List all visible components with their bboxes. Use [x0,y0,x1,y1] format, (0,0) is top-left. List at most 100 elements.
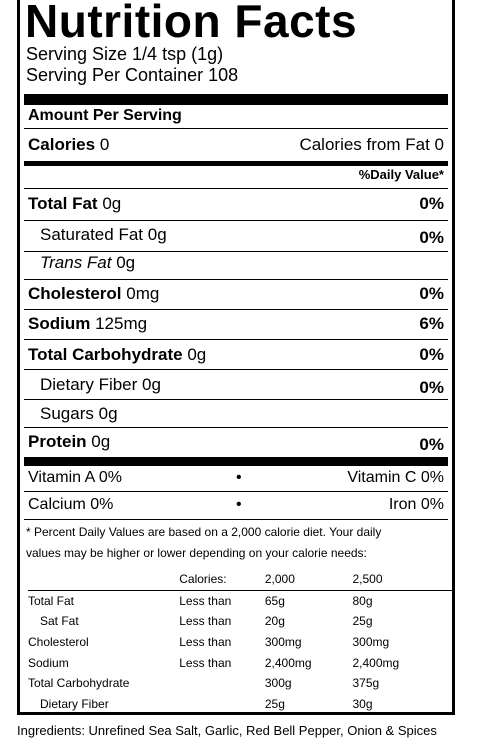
nutrient-row-trans-fat: Trans Fat 0g [24,249,448,279]
nutrient-name: Trans Fat [40,253,112,272]
nutrient-amount: 0mg [126,284,160,303]
vitamin-row-1: Vitamin A 0% • Vitamin C 0% [24,469,448,491]
table-cell: 80g [352,593,373,608]
nutrient-dv: 0% [419,194,444,213]
table-cell: 25g [352,614,373,629]
divider [24,188,448,189]
table-cell: Sodium [28,655,69,670]
iron: Iron 0% [388,496,444,513]
divider [24,427,448,428]
calories-label: Calories [28,135,96,154]
nutrient-row-sodium: Sodium 125mg 6% [24,310,448,340]
nutrition-label: Nutrition Facts Serving Size 1/4 tsp (1g… [17,0,455,715]
nutrient-dv: 0% [419,345,444,364]
divider [24,491,448,492]
table-cell: Sat Fat [40,614,79,629]
table-cell: 20g [264,614,285,629]
table-cell: 25g [264,696,285,711]
table-row: Cholesterol Less than 300mg 300mg [28,632,452,653]
nutrient-amount: 0g [147,225,167,244]
nutrient-row-total-fat: Total Fat 0g 0% [24,190,448,220]
nutrient-amount: 0g [187,345,207,364]
table-cell: Total Fat [28,593,75,608]
nutrient-amount: 0g [91,432,111,451]
calories-value: 0 [99,135,110,154]
table-cell: Less than [179,593,232,608]
nutrient-name: Cholesterol [28,284,122,303]
table-cell: Dietary Fiber [40,696,109,711]
table-cell: Cholesterol [28,635,89,650]
nutrient-dv: 0% [419,435,444,454]
nutrient-row-saturated-fat: Saturated Fat 0g 0% [24,221,448,251]
bullet: • [236,469,242,486]
table-cell [179,673,265,694]
vitamin-row-2: Calcium 0% • Iron 0% [24,496,448,518]
table-row: Total Fat Less than 65g 80g [28,590,452,611]
amount-per-serving: Amount Per Serving [28,107,182,124]
nutrient-amount: 0g [116,253,136,272]
daily-value-table: Calories: 2,000 2,500 Total Fat Less tha… [28,569,452,714]
table-cell: 30g [352,696,373,711]
calories-row: Calories 0 Calories from Fat 0 [24,131,448,161]
nutrient-dv: 0% [419,228,444,247]
nutrient-dv: 0% [419,378,444,397]
table-cell: 2,000 [264,572,295,587]
nutrient-name: Dietary Fiber [40,375,138,394]
table-cell: Total Carbohydrate [28,676,130,691]
ingredients: Ingredients: Unrefined Sea Salt, Garlic,… [17,723,437,738]
divider [24,309,448,310]
nutrient-name: Sugars [40,404,94,423]
table-cell: Less than [179,614,232,629]
nutrient-row-cholesterol: Cholesterol 0mg 0% [24,280,448,310]
label-title: Nutrition Facts [25,0,358,47]
calcium: Calcium 0% [28,496,114,513]
nutrient-name: Saturated Fat [40,225,144,244]
nutrient-row-sugars: Sugars 0g [24,400,448,430]
nutrient-amount: 0g [102,194,122,213]
nutrient-dv: 6% [419,314,444,333]
nutrient-dv: 0% [419,284,444,303]
table-row: Sodium Less than 2,400mg 2,400mg [28,652,452,673]
divider [24,220,448,221]
serving-size: Serving Size 1/4 tsp (1g) [26,44,224,64]
nutrient-name: Sodium [28,314,91,333]
table-cell [28,569,179,590]
table-cell: 2,400mg [264,655,312,670]
divider [24,279,448,280]
table-cell: 375g [352,676,380,691]
nutrient-amount: 125mg [95,314,148,333]
daily-value-header: %Daily Value* [358,167,444,182]
table-row: Total Carbohydrate 300g 375g [28,673,452,694]
divider [24,519,448,520]
divider [24,369,448,370]
table-cell: 300g [264,676,292,691]
footnote-line-1: * Percent Daily Values are based on a 2,… [26,525,382,539]
table-cell: 65g [264,593,285,608]
divider [24,339,448,340]
footnote-line-2: values may be higher or lower depending … [26,546,367,560]
table-cell: 300mg [264,635,302,650]
nutrient-name: Total Carbohydrate [28,345,183,364]
table-cell: Less than [179,635,232,650]
table-row: Dietary Fiber 25g 30g [28,694,452,715]
medium-divider [24,161,448,166]
nutrient-amount: 0g [142,375,161,394]
divider [24,128,448,129]
table-cell: 2,500 [352,572,383,587]
thick-divider [24,457,448,466]
table-cell [179,694,265,715]
bullet: • [236,496,242,513]
vitamin-c: Vitamin C 0% [347,469,444,486]
nutrient-row-dietary-fiber: Dietary Fiber 0g 0% [24,371,448,401]
table-cell: 2,400mg [352,655,400,670]
table-cell: Less than [179,655,232,670]
nutrient-amount: 0g [98,404,118,423]
divider [24,251,448,252]
nutrient-row-total-carbohydrate: Total Carbohydrate 0g 0% [24,341,448,371]
table-cell: Calories: [179,572,227,587]
nutrient-name: Total Fat [28,194,98,213]
table-cell: 300mg [352,635,390,650]
nutrient-name: Protein [28,432,87,451]
table-header-row: Calories: 2,000 2,500 [28,569,452,590]
servings-per-container: Serving Per Container 108 [26,65,239,85]
